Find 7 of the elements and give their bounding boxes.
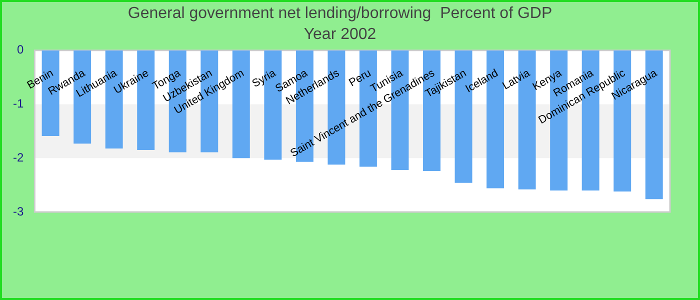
chart-title: General government net lending/borrowing Percent of GDP [128, 5, 552, 22]
y-tick-label: 0 [16, 42, 24, 57]
y-tick-label: -3 [13, 204, 24, 218]
chart-subtitle: Year 2002 [304, 26, 376, 44]
y-tick-label: -2 [13, 150, 24, 164]
y-tick-label: -1 [13, 96, 24, 111]
x-tick-label: Latvia [500, 66, 533, 92]
